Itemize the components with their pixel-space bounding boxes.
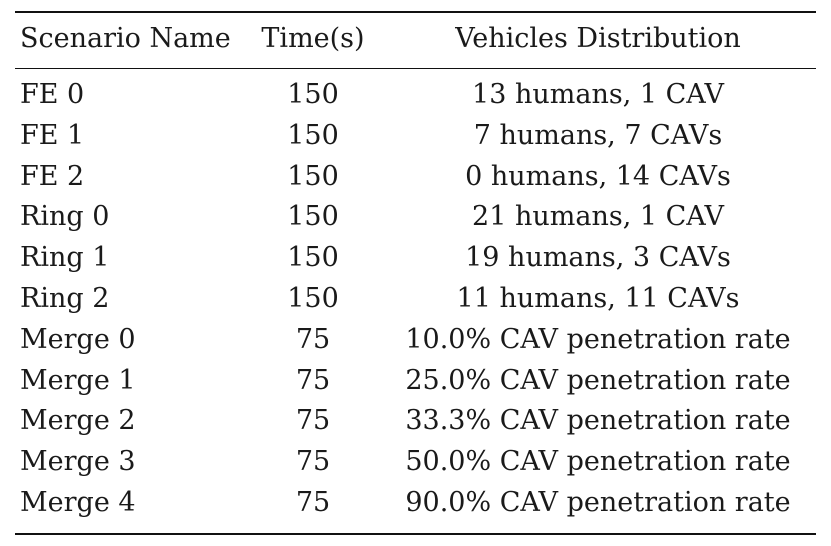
table-top-rule (15, 11, 816, 13)
table-row: FE 0 150 13 humans, 1 CAV (15, 75, 816, 116)
scenario-name-cell: Ring 1 (20, 242, 110, 274)
distribution-cell: 11 humans, 11 CAVs (456, 282, 740, 314)
table-header-rule (15, 68, 816, 69)
distribution-cell: 7 humans, 7 CAVs (473, 119, 723, 151)
distribution-cell: 33.3% CAV penetration rate (405, 405, 791, 437)
table-body: FE 0 150 13 humans, 1 CAV FE 1 150 7 hum… (15, 75, 816, 524)
distribution-cell: 25.0% CAV penetration rate (405, 364, 791, 396)
time-cell: 75 (295, 486, 331, 518)
scenario-name-cell: Merge 4 (20, 486, 136, 518)
scenario-name-cell: FE 0 (20, 79, 85, 110)
distribution-cell: 13 humans, 1 CAV (472, 79, 724, 110)
table-row: FE 1 150 7 humans, 7 CAVs (15, 116, 816, 157)
scenario-name-cell: Merge 2 (20, 405, 136, 437)
table-row: Merge 0 75 10.0% CAV penetration rate (15, 320, 816, 361)
distribution-cell: 90.0% CAV penetration rate (405, 486, 791, 518)
distribution-cell: 0 humans, 14 CAVs (465, 160, 731, 192)
time-cell: 75 (295, 446, 331, 478)
table-row: Merge 1 75 25.0% CAV penetration rate (15, 361, 816, 402)
scenario-name-cell: Merge 0 (20, 323, 136, 355)
scenario-name-cell: Ring 2 (20, 282, 110, 314)
table-header-row: Scenario Name Time(s) Vehicles Distribut… (15, 16, 816, 62)
header-scenario-name: Scenario Name (20, 23, 231, 54)
distribution-cell: 50.0% CAV penetration rate (405, 446, 791, 478)
table-row: Ring 1 150 19 humans, 3 CAVs (15, 238, 816, 279)
time-cell: 150 (287, 160, 339, 192)
table-row: Merge 4 75 90.0% CAV penetration rate (15, 483, 816, 524)
distribution-cell: 21 humans, 1 CAV (472, 201, 724, 233)
table-row: Ring 2 150 11 humans, 11 CAVs (15, 279, 816, 320)
time-cell: 75 (295, 364, 331, 396)
table-row: Ring 0 150 21 humans, 1 CAV (15, 197, 816, 238)
table-row: Merge 2 75 33.3% CAV penetration rate (15, 401, 816, 442)
distribution-cell: 10.0% CAV penetration rate (405, 323, 791, 355)
table-row: Merge 3 75 50.0% CAV penetration rate (15, 442, 816, 483)
scenario-name-cell: Merge 3 (20, 446, 136, 478)
scenario-name-cell: FE 2 (20, 160, 85, 192)
table-bottom-rule (15, 533, 816, 535)
time-cell: 75 (295, 405, 331, 437)
scenario-name-cell: FE 1 (20, 119, 85, 151)
table-row: FE 2 150 0 humans, 14 CAVs (15, 157, 816, 198)
time-cell: 150 (287, 282, 339, 314)
scenario-name-cell: Ring 0 (20, 201, 110, 233)
time-cell: 150 (287, 119, 339, 151)
time-cell: 75 (295, 323, 331, 355)
scenario-name-cell: Merge 1 (20, 364, 136, 396)
header-time: Time(s) (261, 23, 365, 54)
time-cell: 150 (287, 242, 339, 274)
distribution-cell: 19 humans, 3 CAVs (465, 242, 731, 274)
time-cell: 150 (287, 79, 339, 110)
time-cell: 150 (287, 201, 339, 233)
header-vehicles-distribution: Vehicles Distribution (455, 23, 741, 54)
